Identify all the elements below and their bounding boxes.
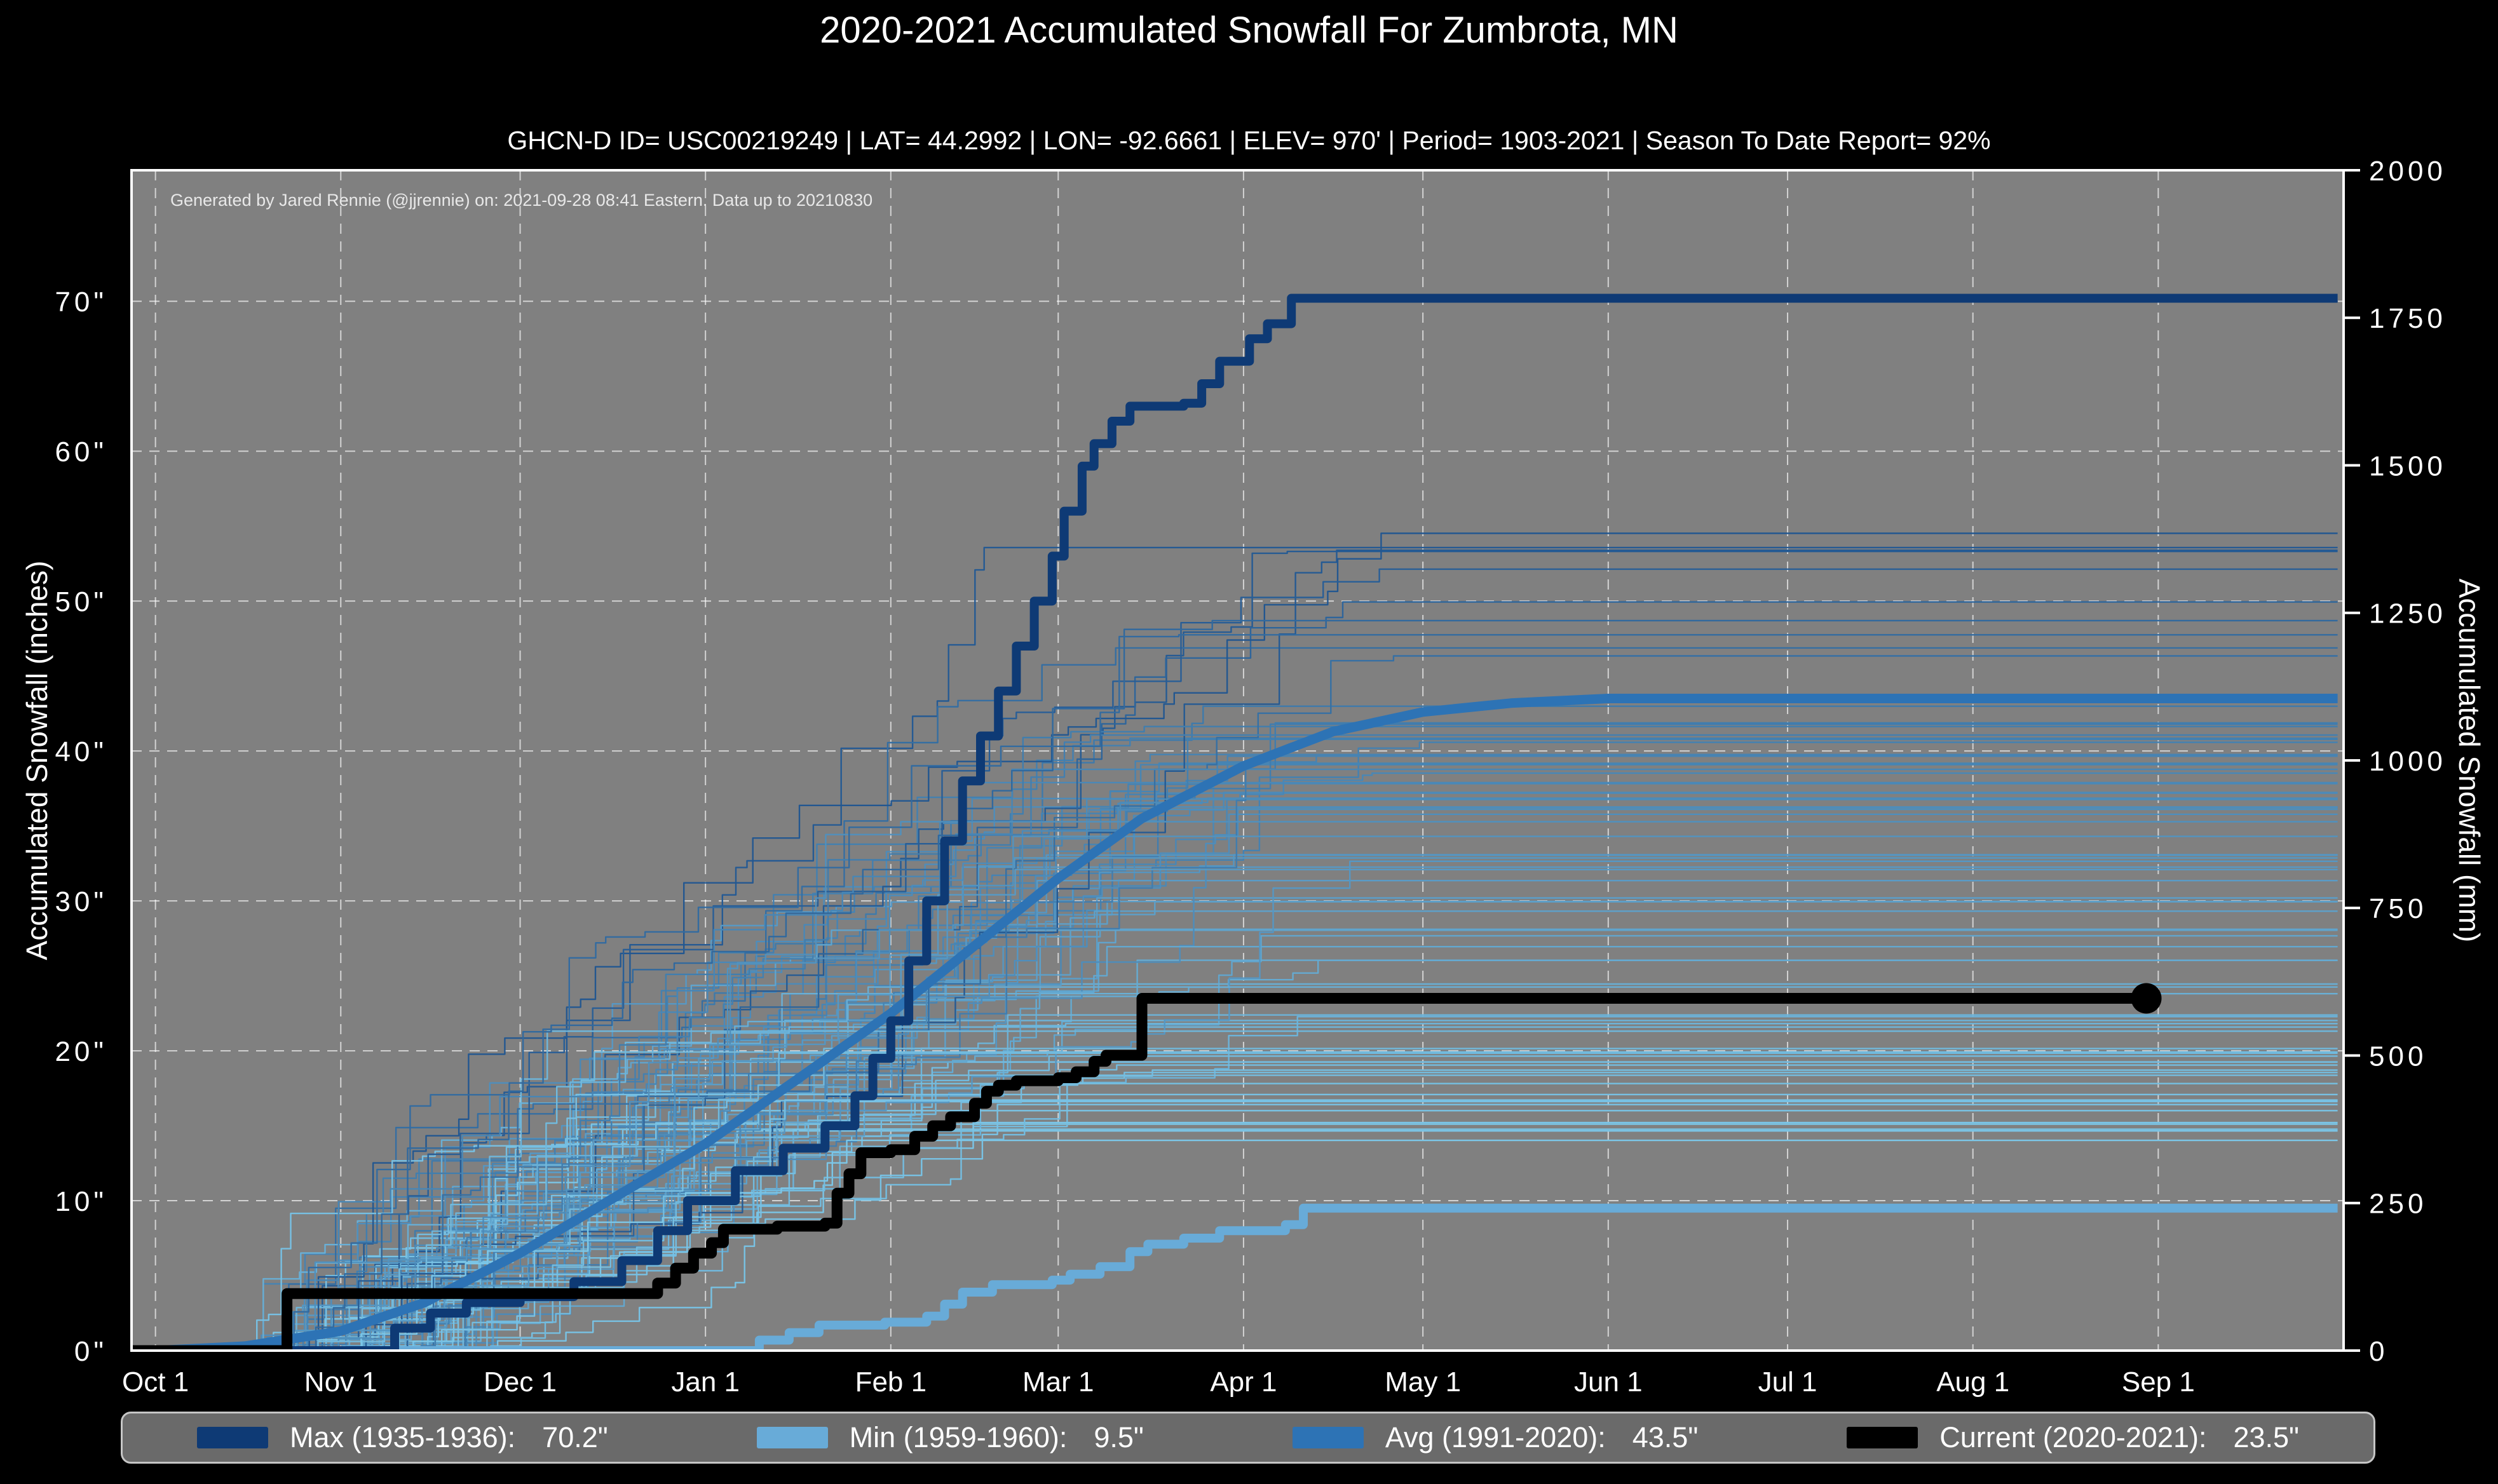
x-tick-label: Jul 1 [1758,1366,1817,1398]
season-line [132,835,2338,1351]
y-right-tick-label: 0 [2369,1336,2388,1367]
season-line [132,1020,2338,1351]
y-right-tick-label: 2000 [2369,156,2447,187]
series-line-max [132,293,2338,1351]
legend-value: 23.5" [2233,1421,2300,1454]
legend-label: Max (1935-1936): [289,1421,516,1454]
season-line [132,655,2338,1351]
season-line [132,705,2338,1351]
y-axis-label-inches: Accumulated Snowfall (inches) [20,560,53,961]
legend-value: 9.5" [1094,1421,1144,1454]
x-tick-label: May 1 [1385,1366,1461,1398]
y-right-tick-label: 500 [2369,1041,2427,1072]
y-left-tick-label: 0" [74,1336,107,1367]
season-line [132,1074,2338,1351]
season-line [132,619,2338,1351]
legend-item-min: Min (1959-1960): 9.5" [756,1421,1144,1454]
legend-swatch-max [196,1427,268,1448]
season-line [132,993,2338,1351]
season-line [132,550,2338,1351]
series-line-min [132,1203,2338,1351]
y-left-tick-label: 40" [55,736,107,767]
station-metadata-subtitle: GHCN-D ID= USC00219249 | LAT= 44.2992 | … [507,126,1991,155]
season-line [132,821,2338,1351]
x-tick-label: Mar 1 [1022,1366,1094,1398]
legend-label: Current (2020-2021): [1939,1421,2207,1454]
season-line [132,946,2338,1351]
legend-item-max: Max (1935-1936): 70.2" [196,1421,608,1454]
x-tick-label: Jun 1 [1574,1366,1643,1398]
y-axis-label-mm: Accumulated Snowfall (mm) [2453,578,2486,943]
x-tick-label: Jan 1 [671,1366,740,1398]
season-line [132,901,2338,1351]
y-right-tick-label: 1500 [2369,450,2447,482]
legend-label: Min (1959-1960): [849,1421,1068,1454]
season-line [132,722,2338,1351]
season-line [132,546,2338,1351]
page-title: 2020-2021 Accumulated Snowfall For Zumbr… [820,10,1678,51]
season-line [132,910,2338,1351]
season-line [132,532,2338,1351]
season-line [132,1051,2338,1351]
y-right-tick-label: 1250 [2369,598,2447,630]
legend-swatch-avg [1292,1427,1364,1448]
series-line-avg [132,694,2338,1351]
season-line [132,813,2338,1351]
season-line [132,1103,2338,1351]
season-line [132,634,2338,1351]
season-line [132,860,2338,1351]
y-right-tick-label: 1000 [2369,746,2447,777]
season-line [132,857,2338,1351]
y-right-tick-label: 750 [2369,893,2427,924]
x-tick-label: Sep 1 [2122,1366,2195,1398]
attribution-text: Generated by Jared Rennie (@jjrennie) on… [170,191,873,210]
y-left-tick-label: 20" [55,1036,107,1067]
season-line [132,928,2338,1351]
season-line [132,737,2338,1351]
series-line-current [132,993,2147,1351]
legend-value: 43.5" [1632,1421,1699,1454]
current-end-marker [2131,983,2162,1014]
y-left-tick-label: 30" [55,886,107,917]
season-line [132,983,2338,1351]
legend: Max (1935-1936): 70.2" Min (1959-1960): 9.5… [121,1412,2375,1464]
legend-label: Avg (1991-2020): [1385,1421,1606,1454]
y-right-tick-label: 250 [2369,1189,2427,1220]
legend-item-current: Current (2020-2021): 23.5" [1847,1421,2299,1454]
x-tick-label: Apr 1 [1210,1366,1277,1398]
legend-swatch-min [756,1427,828,1448]
season-line [132,868,2338,1351]
y-left-tick-label: 50" [55,586,107,617]
legend-value: 70.2" [542,1421,608,1454]
legend-swatch-current [1847,1427,1918,1448]
x-tick-label: Aug 1 [1936,1366,2009,1398]
season-line [132,768,2338,1351]
y-left-tick-label: 70" [55,287,107,318]
y-left-tick-label: 60" [55,436,107,468]
x-tick-label: Nov 1 [304,1366,377,1398]
y-right-tick-label: 1750 [2369,303,2447,334]
y-left-tick-label: 10" [55,1186,107,1217]
plot-area [132,170,2344,1351]
x-tick-label: Oct 1 [122,1366,189,1398]
legend-item-avg: Avg (1991-2020): 43.5" [1292,1421,1699,1454]
x-tick-label: Dec 1 [484,1366,557,1398]
x-tick-label: Feb 1 [855,1366,927,1398]
season-line [132,797,2338,1351]
